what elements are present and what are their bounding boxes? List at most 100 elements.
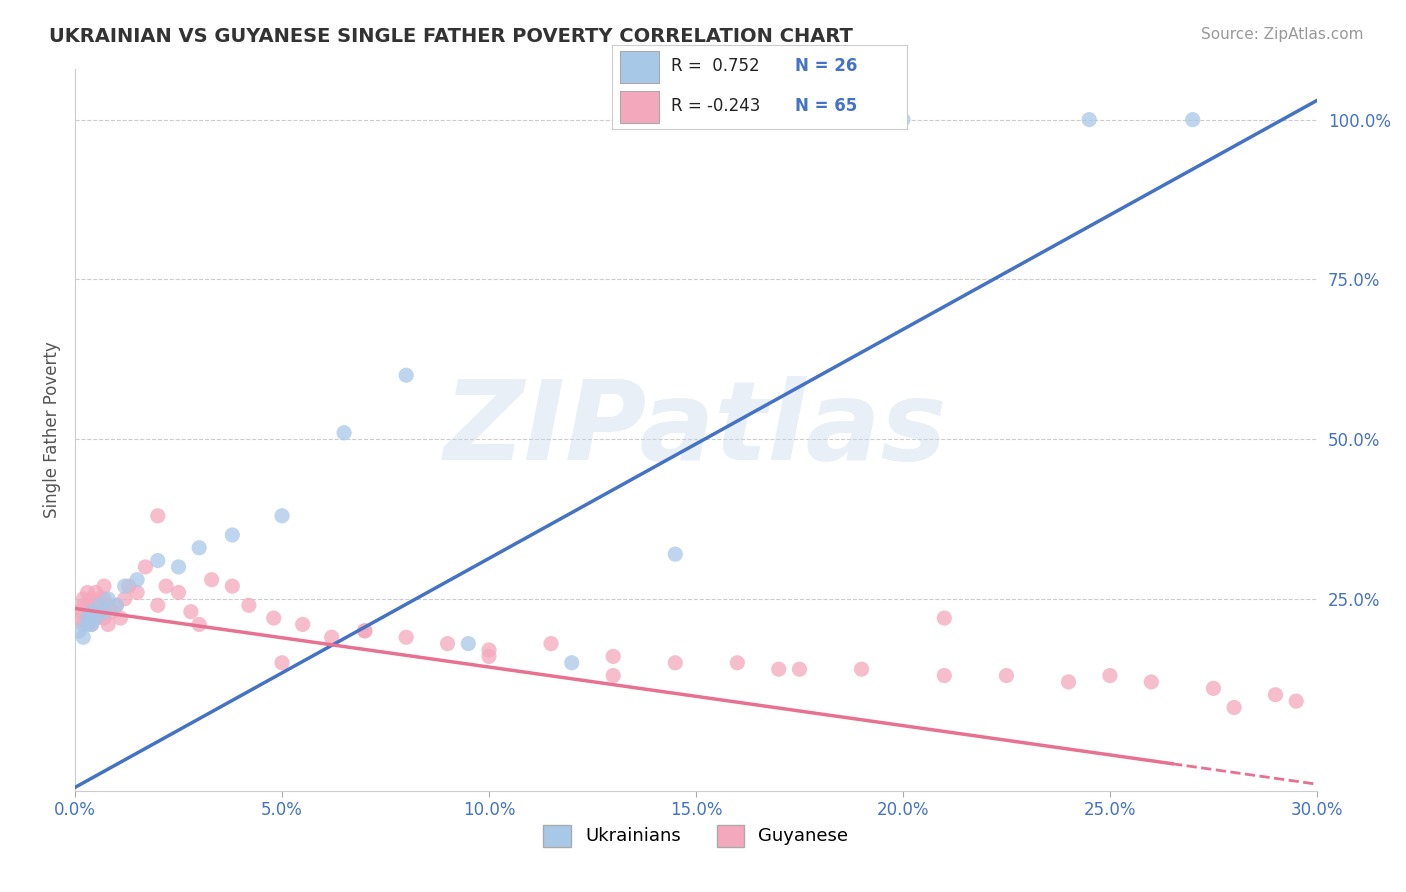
Point xyxy=(114,579,136,593)
Text: N = 26: N = 26 xyxy=(794,57,858,75)
Point xyxy=(80,617,103,632)
Point xyxy=(457,637,479,651)
Point xyxy=(934,668,956,682)
Point xyxy=(1285,694,1308,708)
Point xyxy=(271,656,294,670)
Point xyxy=(540,637,562,651)
Point xyxy=(478,649,501,664)
Point xyxy=(891,112,914,127)
Point xyxy=(188,541,211,555)
Point xyxy=(84,611,107,625)
Point xyxy=(72,630,94,644)
Point xyxy=(995,668,1018,682)
Point xyxy=(1264,688,1286,702)
Point xyxy=(67,605,90,619)
Point xyxy=(101,605,124,619)
Point xyxy=(602,668,624,682)
Point xyxy=(664,547,686,561)
Point xyxy=(155,579,177,593)
Point xyxy=(146,599,169,613)
Point xyxy=(93,605,115,619)
Point xyxy=(97,591,120,606)
Point xyxy=(664,656,686,670)
Point xyxy=(167,560,190,574)
Point xyxy=(221,528,243,542)
Text: Source: ZipAtlas.com: Source: ZipAtlas.com xyxy=(1201,27,1364,42)
Point xyxy=(127,585,149,599)
Point xyxy=(97,599,120,613)
Point xyxy=(93,611,115,625)
Point xyxy=(93,579,115,593)
Point xyxy=(201,573,224,587)
Point xyxy=(80,605,103,619)
Point xyxy=(263,611,285,625)
Point xyxy=(114,591,136,606)
Point xyxy=(353,624,375,638)
FancyBboxPatch shape xyxy=(620,51,659,83)
Point xyxy=(146,553,169,567)
Point xyxy=(561,656,583,670)
Point xyxy=(72,599,94,613)
Point xyxy=(1202,681,1225,696)
Point xyxy=(89,591,111,606)
FancyBboxPatch shape xyxy=(620,91,659,123)
Point xyxy=(395,368,418,383)
Point xyxy=(221,579,243,593)
Point xyxy=(118,579,141,593)
Point xyxy=(76,585,98,599)
Point xyxy=(436,637,458,651)
Point xyxy=(76,617,98,632)
Point xyxy=(72,591,94,606)
Point xyxy=(84,599,107,613)
Point xyxy=(271,508,294,523)
Point xyxy=(80,591,103,606)
Text: R =  0.752: R = 0.752 xyxy=(671,57,759,75)
Point xyxy=(238,599,260,613)
Point xyxy=(934,611,956,625)
Point xyxy=(105,599,128,613)
Text: R = -0.243: R = -0.243 xyxy=(671,97,761,115)
Point xyxy=(1223,700,1246,714)
Point xyxy=(353,624,375,638)
Point xyxy=(93,591,115,606)
Point xyxy=(851,662,873,676)
Point xyxy=(84,611,107,625)
Point xyxy=(333,425,356,440)
Text: ZIPatlas: ZIPatlas xyxy=(444,376,948,483)
Point xyxy=(105,599,128,613)
Point xyxy=(291,617,314,632)
Point xyxy=(127,573,149,587)
Point xyxy=(1078,112,1101,127)
Point xyxy=(72,617,94,632)
Point xyxy=(188,617,211,632)
Point xyxy=(395,630,418,644)
Point xyxy=(167,585,190,599)
Point xyxy=(1181,112,1204,127)
Point xyxy=(110,611,132,625)
Text: UKRAINIAN VS GUYANESE SINGLE FATHER POVERTY CORRELATION CHART: UKRAINIAN VS GUYANESE SINGLE FATHER POVE… xyxy=(49,27,853,45)
Point xyxy=(478,643,501,657)
Text: N = 65: N = 65 xyxy=(794,97,856,115)
Point xyxy=(1057,675,1080,690)
Point xyxy=(76,611,98,625)
Legend: Ukrainians, Guyanese: Ukrainians, Guyanese xyxy=(536,817,856,854)
Point xyxy=(768,662,790,676)
Point xyxy=(67,611,90,625)
Point xyxy=(789,662,811,676)
Point xyxy=(1140,675,1163,690)
Point xyxy=(89,605,111,619)
Point xyxy=(80,617,103,632)
Point xyxy=(76,599,98,613)
Point xyxy=(67,624,90,638)
Point xyxy=(97,617,120,632)
Y-axis label: Single Father Poverty: Single Father Poverty xyxy=(44,341,60,518)
Point xyxy=(321,630,343,644)
Point xyxy=(84,585,107,599)
Point xyxy=(180,605,202,619)
Point xyxy=(725,656,748,670)
Point xyxy=(76,611,98,625)
Point xyxy=(80,605,103,619)
Point xyxy=(89,599,111,613)
Point xyxy=(1098,668,1121,682)
Point xyxy=(602,649,624,664)
